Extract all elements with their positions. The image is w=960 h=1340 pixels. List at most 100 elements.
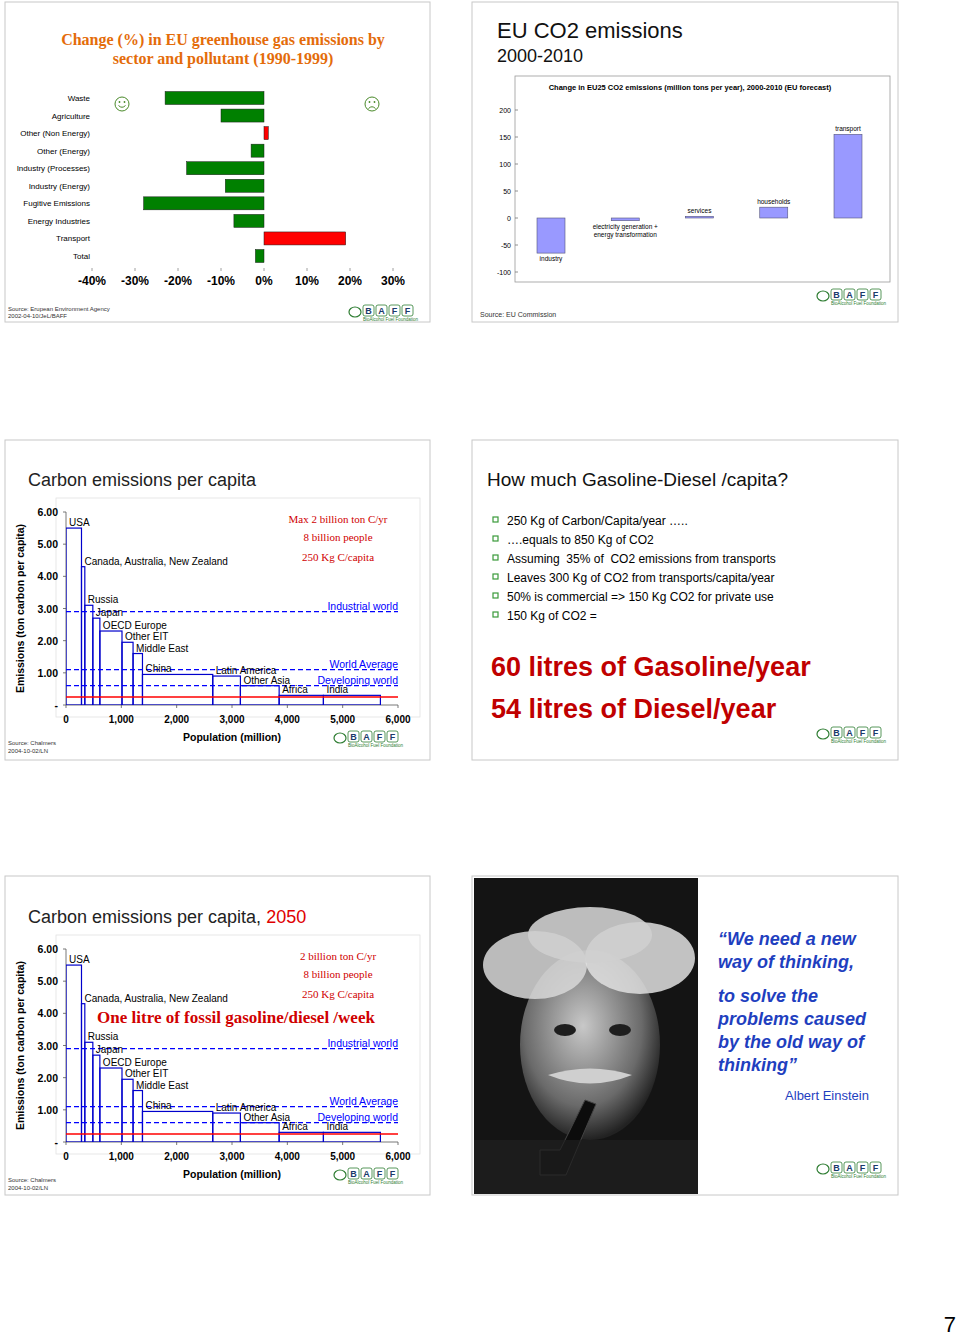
annotation: 8 billion people [303,968,372,980]
tick-mark [515,191,518,192]
quote-line: “We need a new [718,929,857,949]
slide-frame [5,876,430,1195]
bullet-marker [493,574,498,579]
tick-label: 0% [255,274,273,288]
logo-letter: A [846,1163,853,1173]
plot-frame [515,76,890,282]
tick-label: 1.00 [38,667,59,679]
slide-frame [472,876,898,1195]
tick-label: - [55,699,59,711]
logo-letter: A [363,1169,370,1179]
chart-frame [56,498,420,717]
category-label: Middle East [136,643,188,654]
tick-label: 3.00 [38,1040,59,1052]
logo-mark [334,733,346,743]
category-label: Total [73,252,90,261]
highlight: 60 litres of Gasoline/year [491,652,811,682]
bar [165,92,264,105]
logo-box [857,727,868,738]
logo-letter: B [833,728,840,738]
tick-mark [515,137,518,138]
category-label: Fugitive Emissions [23,199,90,208]
smiley-eye [124,101,126,103]
category-label: Other (Non Energy) [20,129,90,138]
category-label: USA [69,954,90,965]
logo-box [857,289,868,300]
step-bar [93,618,100,705]
title: sector and pollutant (1990-1999) [113,50,334,68]
reference-label: Industrial world [327,1037,398,1049]
bullet: 150 Kg of CO2 = [507,609,597,623]
source: 2004-10-02/LN [8,1185,48,1191]
annotation: One litre of fossil gasoline/diesel /wee… [97,1008,375,1027]
category-label: Other (Energy) [37,147,90,156]
step-bar [213,1113,241,1142]
slide-frame [472,2,898,322]
category-label: industry [540,255,564,263]
step-bar [122,1079,133,1142]
step-bar [100,631,122,705]
photo-background [474,878,698,1194]
tick-mark [221,268,222,271]
reference-label: World Average [330,1095,399,1107]
reference-line [66,1133,398,1135]
source: Source: EU Commission [480,311,556,318]
logo: BAFFBioAlcohol Fuel Foundation [817,727,887,744]
tick-mark [63,1013,66,1014]
reference-label: World Average [330,658,399,670]
step-bar [142,674,212,705]
tick-mark [63,1077,66,1078]
logo-box [348,1168,359,1179]
smiley-eye [374,101,376,103]
reference-label: Industrial world [327,600,398,612]
title: How much Gasoline-Diesel /capita? [487,469,788,490]
category-label: Other EIT [125,1068,168,1079]
tick-mark [63,576,66,577]
tick-mark [515,245,518,246]
bar [144,197,264,210]
annotation: 250 Kg C/capita [302,551,374,563]
tick-label: 0 [507,215,511,222]
bar [264,232,346,245]
tick-label: 6.00 [38,506,59,518]
bullet: 250 Kg of Carbon/Capita/year ….. [507,514,688,528]
tick-mark [398,705,399,708]
bar [264,127,268,140]
tick-label: 6,000 [385,1151,410,1162]
tick-mark [63,544,66,545]
source: 2002-04-10/JeL/BAFF [8,313,67,319]
tick-label: 1.00 [38,1104,59,1116]
tick-mark [63,672,66,673]
category-label: India [326,684,348,695]
logo-box [348,731,359,742]
logo-box [831,1162,842,1173]
bar [760,207,788,218]
axis-title: Emissions (ton carbon per capita) [14,524,26,693]
tick-mark [63,1045,66,1046]
logo-name: BioAlcohol Fuel Foundation [363,317,419,322]
tick-mark [66,705,67,708]
tick-label: 1,000 [109,714,134,725]
tick-mark [63,1142,66,1143]
logo: BAFFBioAlcohol Fuel Foundation [349,305,419,322]
quote-line: thinking” [718,1055,797,1075]
step-bar [142,1111,212,1142]
logo-letter: F [390,732,396,742]
title-text: Carbon emissions per capita [28,470,257,490]
tick-label: -40% [78,274,106,288]
logo-letter: A [846,728,853,738]
tick-mark [63,949,66,950]
annotation: Max 2 billion ton C/yr [289,513,388,525]
title: Change (%) in EU greenhouse gas emission… [61,31,385,49]
bullet: Assuming 35% of CO2 emissions from trans… [507,552,776,566]
logo: BAFFBioAlcohol Fuel Foundation [334,1168,404,1185]
axis-title: Population (million) [183,731,281,743]
step-bar [85,605,93,705]
slide-frame [5,440,430,760]
tick-label: 0 [63,714,69,725]
logo-letter: B [365,306,372,316]
smiley-mouth [119,106,126,108]
bar [686,216,714,218]
logo-box [387,731,398,742]
category-label: Agriculture [52,112,91,121]
